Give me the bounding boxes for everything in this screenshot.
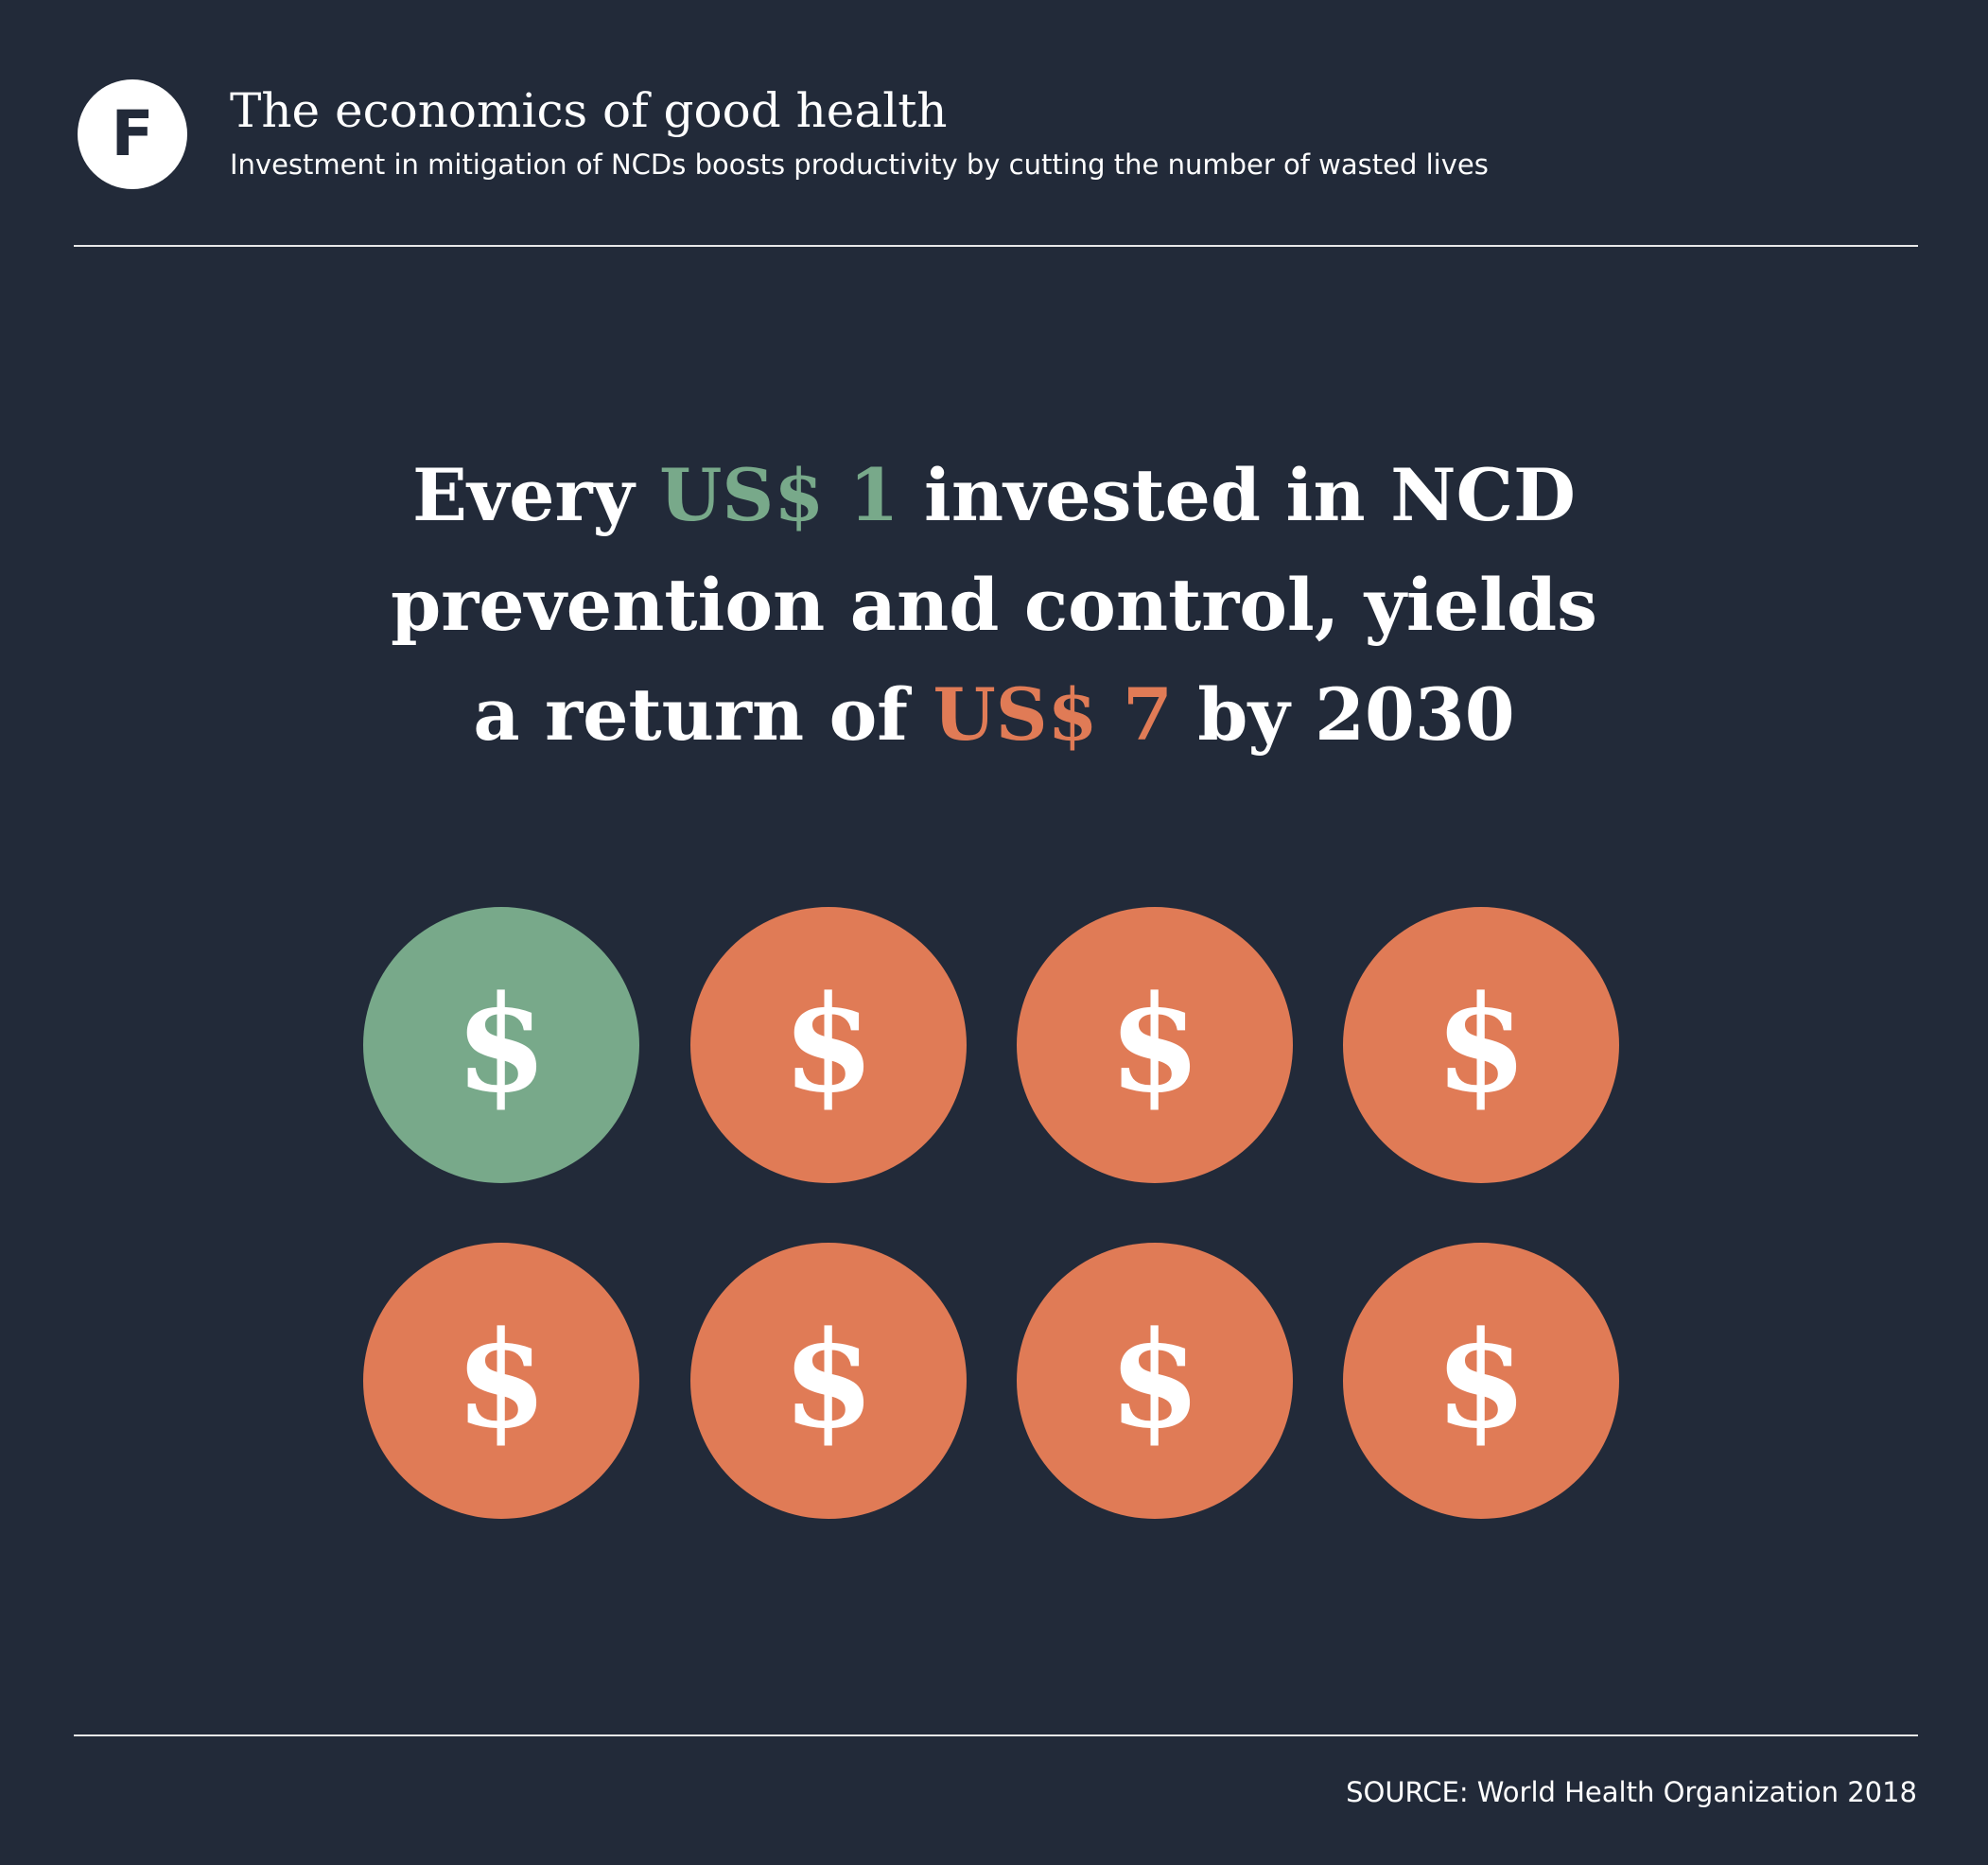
source-note: SOURCE: World Health Organization 2018 [1346, 1776, 1917, 1808]
coin-return-icon: $ [1017, 907, 1293, 1183]
headline-text: by 2030 [1172, 672, 1515, 757]
headline-text: a return of [473, 672, 933, 757]
headline-line-1: Every US$ 1 invested in NCD [0, 441, 1988, 550]
invest-amount: US$ 1 [659, 453, 899, 537]
coin-return-icon: $ [1343, 1243, 1619, 1519]
return-amount: US$ 7 [933, 672, 1173, 757]
coin-return-icon: $ [1343, 907, 1619, 1183]
headline-text: invested in NCD [898, 453, 1576, 537]
coin-return-icon: $ [363, 1243, 639, 1519]
brand-logo-icon: F [78, 79, 187, 189]
headline-line-2: prevention and control, yields [391, 563, 1597, 647]
headline: Every US$ 1 invested in NCD prevention a… [0, 441, 1988, 770]
bottom-divider [74, 1734, 1918, 1736]
top-divider [74, 245, 1918, 247]
headline-text: Every [412, 453, 660, 537]
coin-return-icon: $ [690, 907, 967, 1183]
coin-invested-icon: $ [363, 907, 639, 1183]
coin-return-icon: $ [1017, 1243, 1293, 1519]
page-title: The economics of good health [230, 83, 948, 138]
page-subtitle: Investment in mitigation of NCDs boosts … [230, 148, 1489, 181]
coin-return-icon: $ [690, 1243, 967, 1519]
headline-line-3: a return of US$ 7 by 2030 [0, 660, 1988, 770]
